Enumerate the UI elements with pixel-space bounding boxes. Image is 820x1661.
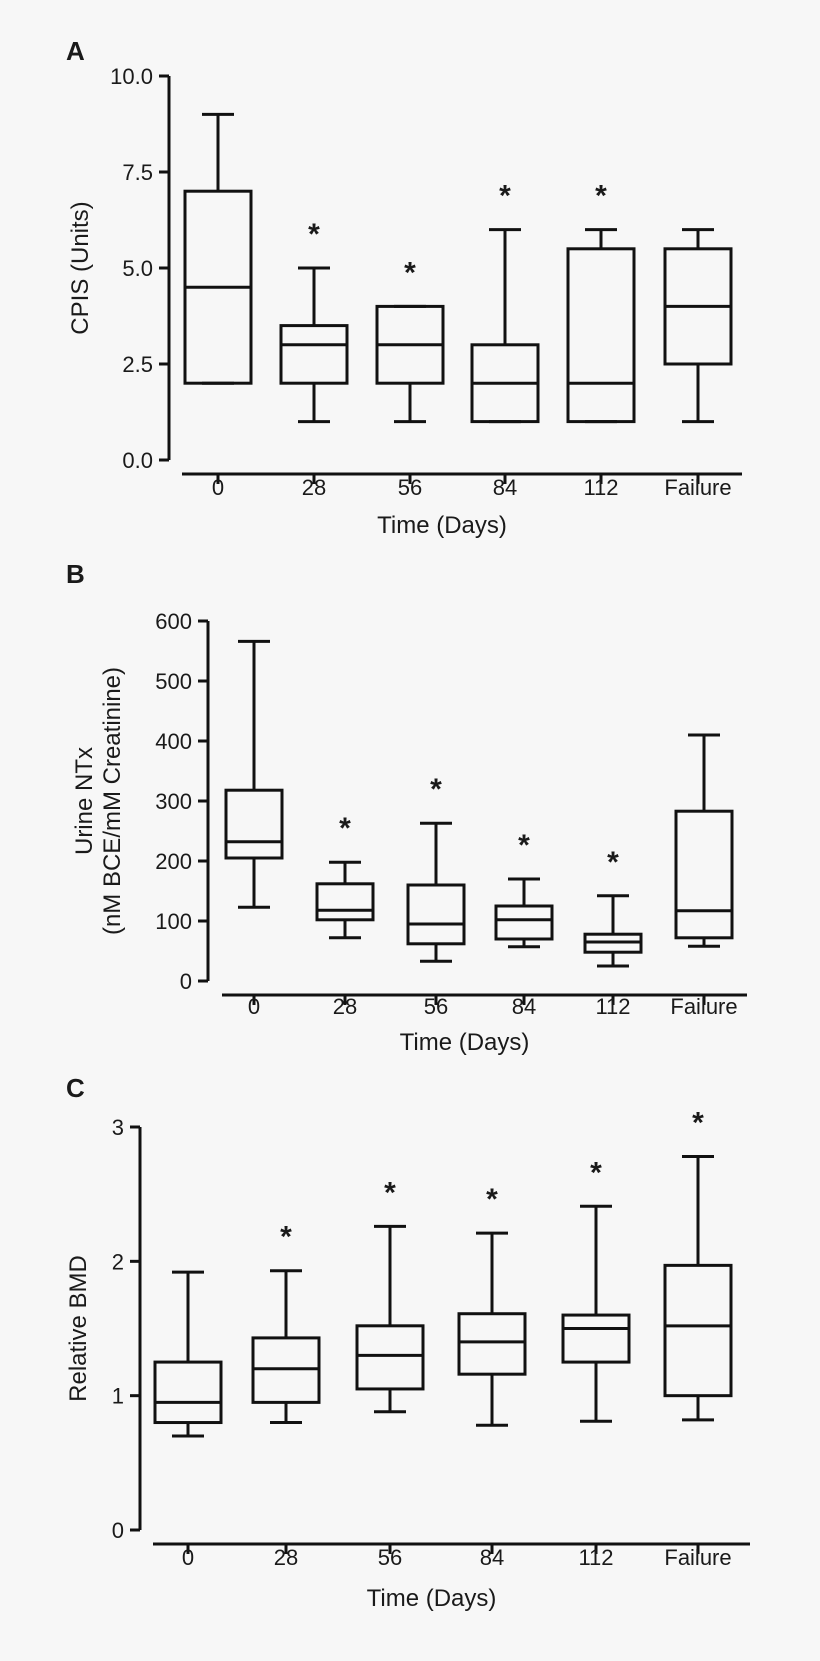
box-28: * bbox=[315, 812, 375, 940]
box-0 bbox=[224, 639, 284, 909]
y-tick-label: 1 bbox=[112, 1384, 124, 1409]
box-84: * bbox=[457, 1183, 527, 1427]
y-tick-label: 600 bbox=[155, 609, 192, 634]
iqr-box bbox=[663, 1263, 733, 1398]
iqr-box bbox=[494, 904, 554, 941]
x-tick-label: 112 bbox=[578, 1545, 613, 1570]
y-tick-label: 5.0 bbox=[122, 256, 153, 281]
significance-star: * bbox=[590, 1156, 602, 1189]
iqr-box bbox=[566, 247, 636, 424]
box-112: * bbox=[583, 846, 643, 968]
iqr-box bbox=[355, 1324, 425, 1391]
x-tick-label: 28 bbox=[274, 1545, 298, 1570]
y-tick-label: 0.0 bbox=[122, 448, 153, 473]
panel-c: C 0 1 2 3 0 28 56 84 112 Failure Time (Days) Relativ… bbox=[65, 1073, 750, 1612]
y-tick-label: 400 bbox=[155, 729, 192, 754]
iqr-box bbox=[561, 1313, 631, 1364]
y-axis-title: CPIS (Units) bbox=[67, 201, 94, 334]
panel-b: B 0 100 200 300 400 500 600 0 28 56 84 112 Failure Tim… bbox=[66, 559, 747, 1056]
iqr-box bbox=[315, 882, 375, 922]
x-axis-title: Time (Days) bbox=[367, 1585, 497, 1612]
x-tick-label: 0 bbox=[248, 994, 260, 1019]
significance-star: * bbox=[404, 256, 416, 289]
box-0 bbox=[153, 1270, 223, 1438]
y-tick-label: 200 bbox=[155, 849, 192, 874]
box-28: * bbox=[279, 218, 349, 424]
y-tick-label: 2 bbox=[112, 1249, 124, 1274]
significance-star: * bbox=[595, 180, 607, 213]
y-tick-label: 3 bbox=[112, 1115, 124, 1140]
box-failure bbox=[663, 228, 733, 424]
y-axis-title: (nM BCE/mM Creatinine) bbox=[99, 667, 126, 935]
iqr-box bbox=[674, 809, 734, 940]
y-tick-label: 0 bbox=[112, 1518, 124, 1543]
iqr-box bbox=[457, 1312, 527, 1376]
significance-star: * bbox=[430, 773, 442, 806]
x-tick-label: 28 bbox=[302, 475, 326, 500]
box-112: * bbox=[561, 1156, 631, 1423]
y-axis-title: Relative BMD bbox=[65, 1255, 92, 1402]
significance-star: * bbox=[339, 812, 351, 845]
iqr-box bbox=[406, 883, 466, 946]
x-tick-label: 84 bbox=[512, 994, 536, 1019]
x-tick-label: 56 bbox=[398, 475, 422, 500]
significance-star: * bbox=[607, 846, 619, 879]
significance-star: * bbox=[486, 1183, 498, 1216]
x-tick-label: 112 bbox=[583, 475, 618, 500]
x-tick-label: 56 bbox=[378, 1545, 402, 1570]
significance-star: * bbox=[692, 1107, 704, 1140]
y-tick-label: 500 bbox=[155, 669, 192, 694]
box-84: * bbox=[470, 180, 540, 424]
panel-letter: B bbox=[66, 559, 85, 589]
x-axis-title: Time (Days) bbox=[377, 512, 507, 539]
significance-star: * bbox=[384, 1176, 396, 1209]
box-56: * bbox=[375, 256, 445, 424]
y-tick-label: 100 bbox=[155, 909, 192, 934]
box-0 bbox=[183, 112, 253, 385]
x-tick-label: 0 bbox=[182, 1545, 194, 1570]
significance-star: * bbox=[518, 829, 530, 862]
box-failure: * bbox=[663, 1107, 733, 1422]
box-112: * bbox=[566, 180, 636, 424]
iqr-box bbox=[153, 1360, 223, 1425]
x-tick-label: Failure bbox=[670, 994, 737, 1019]
panel-a: A 0.0 2.5 5.0 7.5 10.0 0 28 56 84 112 Failure Time (… bbox=[66, 36, 742, 539]
panel-letter: A bbox=[66, 36, 85, 66]
panel-letter: C bbox=[66, 1073, 85, 1103]
significance-star: * bbox=[280, 1221, 292, 1254]
box-56: * bbox=[406, 773, 466, 963]
y-tick-label: 10.0 bbox=[110, 64, 153, 89]
y-axis-title: Urine NTx bbox=[71, 747, 98, 855]
y-tick-label: 0 bbox=[180, 969, 192, 994]
significance-star: * bbox=[308, 218, 320, 251]
x-axis-title: Time (Days) bbox=[400, 1029, 530, 1056]
x-tick-label: 112 bbox=[595, 994, 630, 1019]
x-tick-label: Failure bbox=[664, 475, 731, 500]
x-tick-label: Failure bbox=[664, 1545, 731, 1570]
x-tick-label: 28 bbox=[333, 994, 357, 1019]
significance-star: * bbox=[499, 180, 511, 213]
box-56: * bbox=[355, 1176, 425, 1414]
x-tick-label: 84 bbox=[480, 1545, 504, 1570]
box-28: * bbox=[251, 1221, 321, 1425]
iqr-box bbox=[224, 788, 284, 860]
y-tick-label: 7.5 bbox=[122, 160, 153, 185]
box-84: * bbox=[494, 829, 554, 949]
x-tick-label: 56 bbox=[424, 994, 448, 1019]
box-failure bbox=[674, 733, 734, 948]
x-tick-label: 0 bbox=[212, 475, 224, 500]
y-tick-label: 2.5 bbox=[122, 352, 153, 377]
x-tick-label: 84 bbox=[493, 475, 517, 500]
iqr-box bbox=[279, 324, 349, 385]
y-tick-label: 300 bbox=[155, 789, 192, 814]
